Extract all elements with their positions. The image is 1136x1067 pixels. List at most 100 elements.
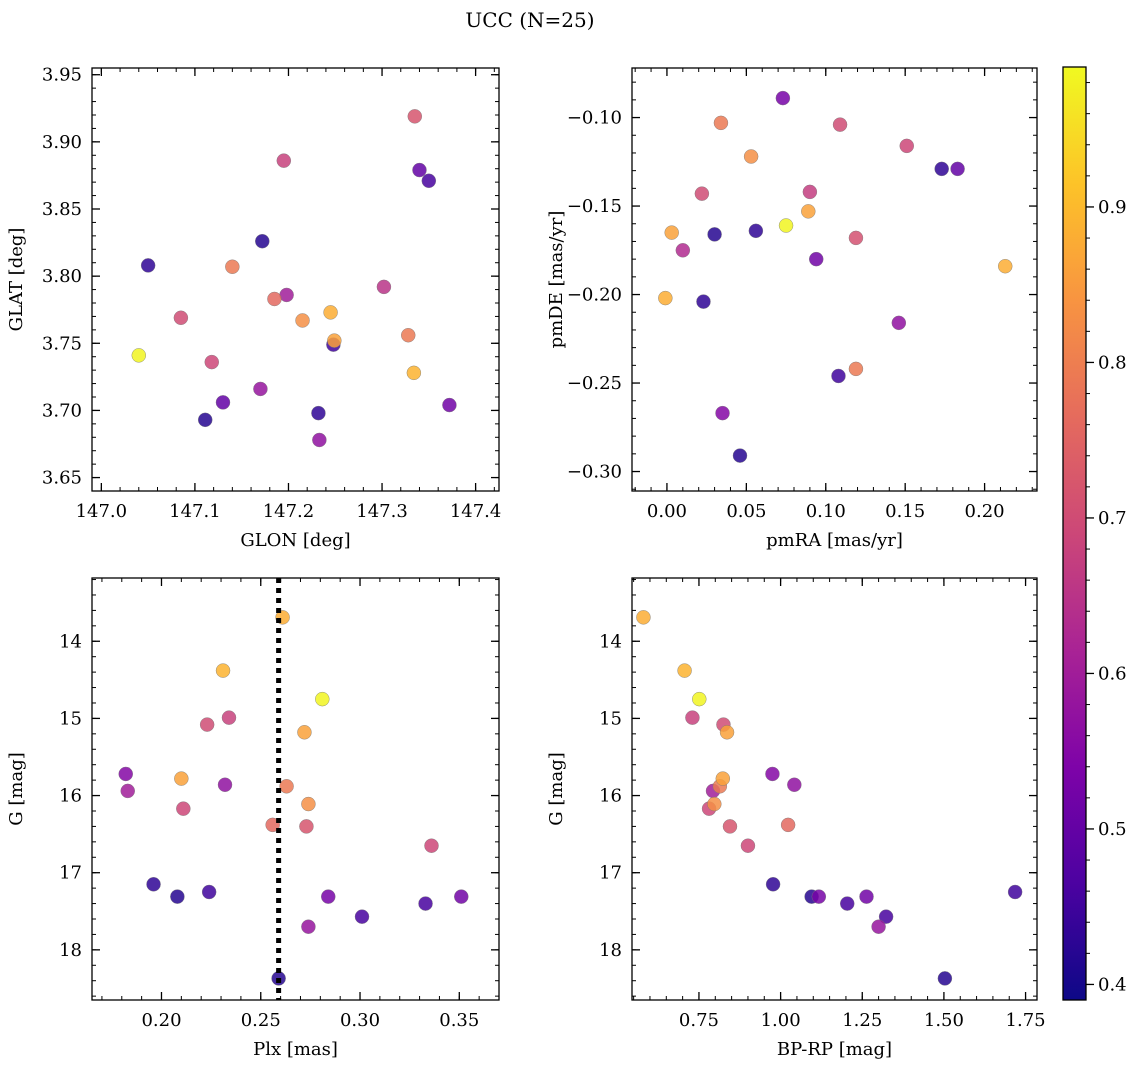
colorbar-tick-label: 0.4 bbox=[1098, 974, 1127, 995]
scatter-point bbox=[199, 717, 215, 732]
scatter-point bbox=[859, 889, 874, 904]
scatter-point bbox=[765, 877, 781, 892]
axes-frame bbox=[91, 577, 500, 1001]
scatter-point bbox=[811, 889, 827, 904]
scatter-point bbox=[321, 889, 336, 904]
scatter-points bbox=[636, 610, 1023, 986]
scatter-point bbox=[801, 204, 816, 219]
scatter-point bbox=[312, 432, 327, 448]
scatter-point bbox=[140, 258, 156, 273]
x-axis-label: BP-RP [mag] bbox=[777, 1039, 892, 1060]
scatter-point bbox=[694, 186, 710, 201]
scatter-points bbox=[131, 109, 457, 448]
scatter-point bbox=[778, 218, 794, 233]
scatter-point bbox=[715, 771, 730, 786]
x-tick-label: 1.00 bbox=[761, 1010, 801, 1031]
x-tick-label: 147.1 bbox=[169, 501, 221, 522]
scatter-point bbox=[950, 161, 965, 177]
scatter-point bbox=[748, 223, 764, 239]
scatter-point bbox=[732, 448, 748, 463]
scatter-point bbox=[131, 348, 146, 363]
axis-ticks bbox=[632, 68, 1037, 491]
scatter-point bbox=[424, 838, 439, 853]
scatter-point bbox=[301, 796, 316, 812]
colorbar-gradient bbox=[1063, 67, 1086, 1000]
scatter-point bbox=[707, 796, 722, 812]
scatter-points bbox=[118, 578, 469, 1000]
scatter-point bbox=[831, 368, 846, 384]
y-tick-label: 15 bbox=[59, 708, 82, 729]
scatter-point bbox=[146, 877, 161, 892]
scatter-point bbox=[719, 725, 735, 740]
scatter-point bbox=[658, 290, 673, 306]
scatter-point bbox=[315, 691, 330, 707]
y-tick-label: −0.20 bbox=[567, 285, 622, 306]
panel-glon-glat: 147.0 147.1 147.2 147.3 147.4 3.65 3.70 3.75 3.8… bbox=[6, 65, 501, 551]
x-tick-label: 147.3 bbox=[356, 501, 408, 522]
y-tick-label: −0.15 bbox=[567, 196, 622, 217]
y-tick-label: 17 bbox=[59, 863, 82, 884]
colorbar-tick-label: 0.8 bbox=[1098, 352, 1127, 373]
x-tick-label: 0.75 bbox=[679, 1010, 719, 1031]
y-tick-label: 3.95 bbox=[42, 65, 82, 86]
scatter-point bbox=[696, 294, 711, 309]
x-tick-label: 0.05 bbox=[726, 501, 766, 522]
y-axis-label: G [mag] bbox=[6, 752, 27, 825]
y-tick-label: −0.30 bbox=[567, 462, 622, 483]
scatter-point bbox=[878, 909, 894, 924]
scatter-point bbox=[775, 90, 791, 106]
scatter-point bbox=[677, 663, 692, 678]
scatter-point bbox=[299, 819, 314, 834]
axes-frame bbox=[631, 67, 1038, 492]
scatter-point bbox=[176, 801, 191, 816]
scatter-point bbox=[406, 365, 422, 381]
x-tick-label: 0.25 bbox=[241, 1010, 281, 1031]
y-tick-label: 15 bbox=[599, 708, 622, 729]
colorbar-tick-label: 0.9 bbox=[1098, 197, 1127, 218]
panel-bprp-g: 0.75 1.00 1.25 1.50 1.75 14 15 16 17 18 BP-RP [mag… bbox=[546, 577, 1046, 1060]
scatter-point bbox=[899, 138, 914, 154]
colorbar: 0.4 0.5 0.6 0.7 0.8 0.9 bbox=[1062, 66, 1127, 1001]
y-tick-label: 14 bbox=[59, 631, 82, 652]
scatter-point bbox=[201, 884, 217, 900]
scatter-point bbox=[267, 291, 282, 307]
scatter-point bbox=[722, 819, 738, 834]
scatter-point bbox=[401, 328, 416, 343]
scatter-point bbox=[215, 395, 231, 410]
scatter-point bbox=[421, 173, 437, 189]
y-tick-label: 16 bbox=[59, 786, 82, 807]
y-tick-label: 3.75 bbox=[42, 333, 82, 354]
scatter-point bbox=[809, 251, 824, 267]
scatter-point bbox=[685, 710, 700, 725]
scatter-point bbox=[840, 896, 855, 911]
panel-plx-g: 0.20 0.25 0.30 0.35 14 15 16 17 18 Plx [mas] G [ma… bbox=[6, 577, 500, 1060]
scatter-point bbox=[871, 919, 886, 934]
x-tick-label: 147.2 bbox=[263, 501, 315, 522]
scatter-point bbox=[675, 243, 691, 258]
scatter-point bbox=[407, 109, 422, 124]
axes-frame bbox=[91, 67, 500, 492]
colorbar-tick-label: 0.7 bbox=[1098, 508, 1127, 529]
y-tick-label: 17 bbox=[599, 863, 622, 884]
x-axis-label: GLON [deg] bbox=[240, 530, 350, 551]
y-tick-label: 3.85 bbox=[42, 199, 82, 220]
scatter-point bbox=[118, 766, 133, 782]
axes-frame bbox=[631, 577, 1038, 1001]
colorbar-tick-label: 0.6 bbox=[1098, 663, 1127, 684]
scatter-point bbox=[327, 333, 342, 348]
x-tick-label: 0.35 bbox=[439, 1010, 479, 1031]
scatter-point bbox=[743, 149, 759, 164]
scatter-point bbox=[934, 161, 949, 177]
scatter-point bbox=[848, 230, 864, 246]
scatter-point bbox=[174, 771, 189, 786]
x-tick-label: 0.10 bbox=[806, 501, 846, 522]
figure-title: UCC (N=25) bbox=[465, 8, 594, 32]
scatter-point bbox=[311, 405, 326, 421]
scatter-point bbox=[279, 287, 294, 303]
scatter-point bbox=[802, 184, 818, 200]
scatter-point bbox=[891, 315, 907, 331]
colorbar-frame bbox=[1062, 66, 1087, 1001]
y-tick-label: 3.70 bbox=[42, 400, 82, 421]
x-tick-label: 0.20 bbox=[965, 501, 1005, 522]
